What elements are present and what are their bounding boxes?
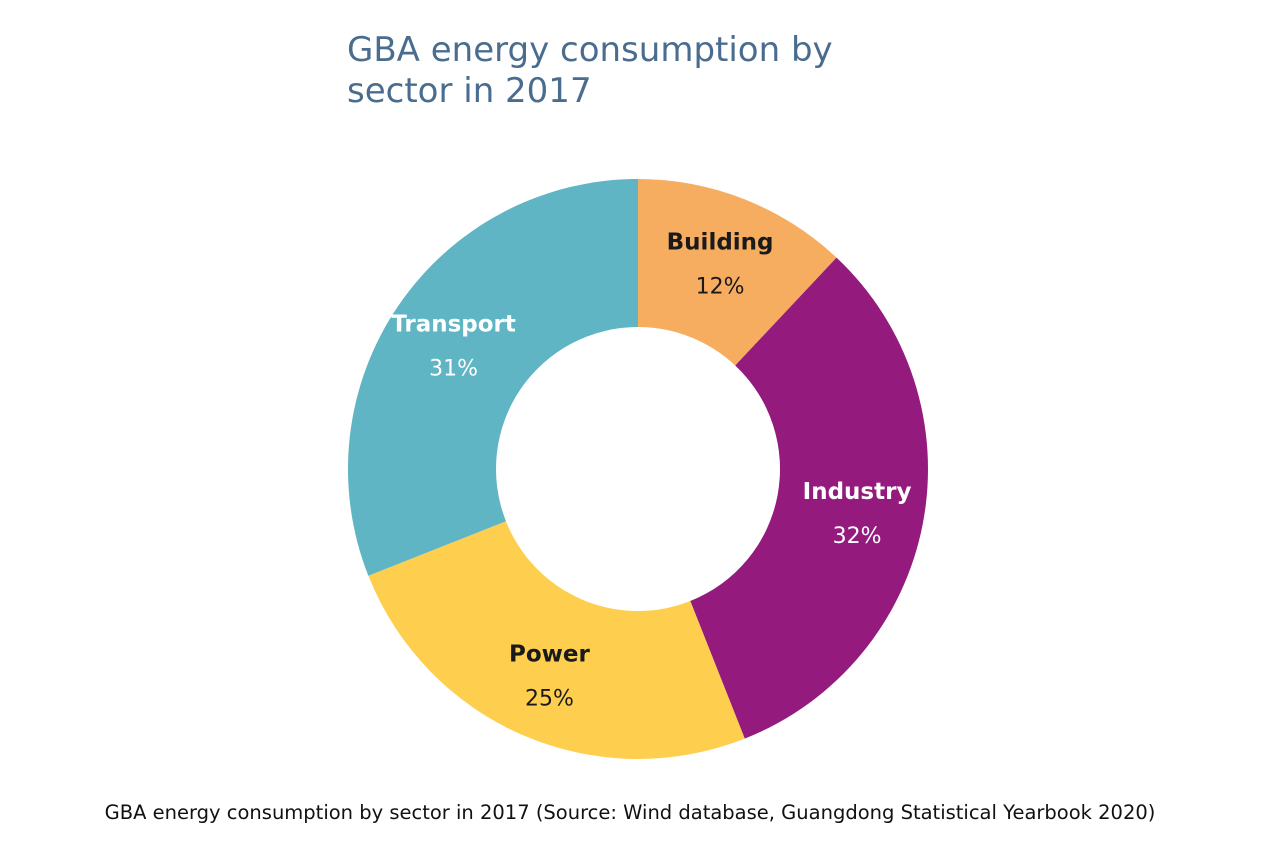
- slice-label-building: Building: [667, 230, 774, 256]
- slice-industry: [690, 257, 929, 739]
- slice-label-industry: Industry: [803, 479, 912, 505]
- slice-label-power: Power: [509, 642, 591, 668]
- donut-slices: [348, 179, 929, 759]
- slice-power: [368, 521, 745, 759]
- chart-title: GBA energy consumption by sector in 2017: [347, 30, 907, 112]
- slice-value-building: 12%: [696, 275, 745, 300]
- slice-transport: [348, 179, 638, 576]
- slice-labels: Building 12% Industry 32% Power 25% Transport 3…: [391, 230, 911, 712]
- figure-caption: GBA energy consumption by sector in 2017…: [104, 801, 1156, 824]
- slice-label-transport: Transport: [391, 312, 516, 338]
- slice-building: [638, 179, 837, 366]
- chart-title-line-1: GBA energy consumption by: [347, 30, 833, 70]
- slice-value-transport: 31%: [429, 357, 478, 382]
- chart-title-line-2: sector in 2017: [347, 71, 592, 111]
- slice-value-power: 25%: [525, 687, 574, 712]
- slice-value-industry: 32%: [833, 524, 882, 549]
